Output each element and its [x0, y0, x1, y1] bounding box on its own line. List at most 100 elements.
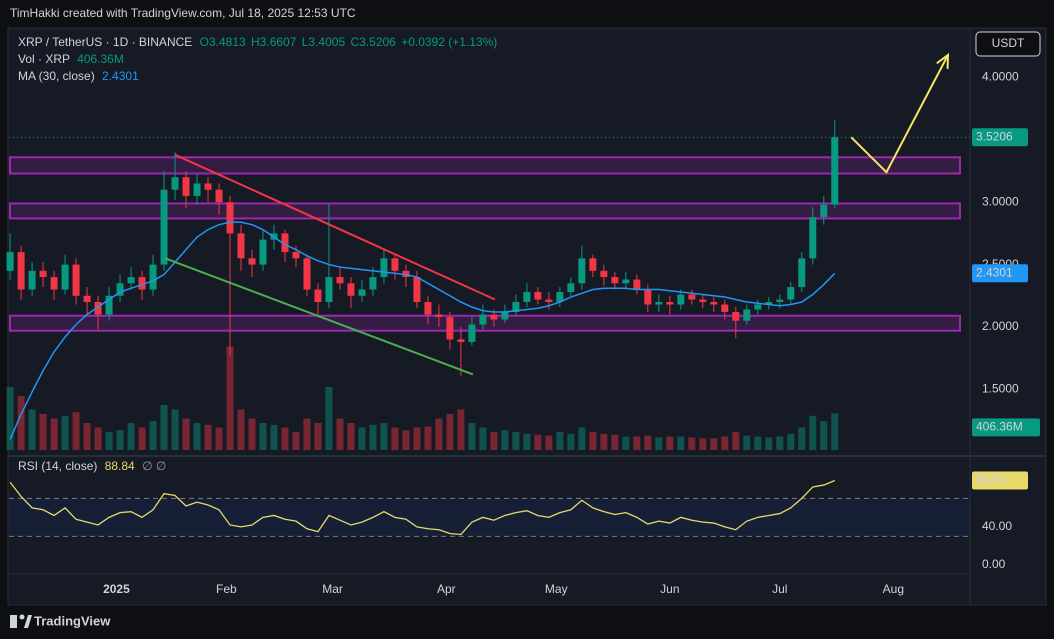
volume-bar [369, 424, 377, 450]
rsi-band [9, 498, 970, 537]
trendline [164, 257, 474, 376]
volume-bar [446, 414, 454, 450]
low-value: L3.4005 [302, 35, 346, 49]
volume-bar [215, 427, 223, 450]
axis-tag [972, 264, 1028, 283]
volume-value: 406.36M [77, 52, 124, 66]
volume-bar [402, 430, 410, 450]
x-tick-label: 2025 [103, 582, 130, 596]
volume-bar [809, 415, 817, 450]
volume-bar [490, 432, 498, 450]
high-value: H3.6607 [251, 35, 297, 49]
volume-bar [677, 436, 685, 450]
candle-body [545, 299, 553, 303]
volume-bar [765, 437, 773, 450]
brand-logo [10, 614, 32, 628]
candle-body [732, 312, 740, 321]
candle-body [490, 314, 498, 320]
candle-body [435, 314, 443, 317]
volume-bar [270, 424, 278, 450]
volume-bar [17, 396, 25, 450]
volume-bar [83, 423, 91, 450]
rsi-tick-label: 40.00 [982, 519, 1012, 533]
axis-tag-label: 3.5206 [976, 129, 1013, 143]
volume-bar [655, 437, 663, 450]
candle-body [28, 270, 36, 290]
volume-bar [424, 426, 432, 450]
close-value: C3.5206 [350, 35, 396, 49]
candle-body [182, 177, 190, 196]
volume-bar [61, 415, 69, 450]
candle-body [721, 304, 729, 313]
axis-tag [972, 471, 1028, 490]
candle-body [292, 252, 300, 259]
volume-bar [303, 418, 311, 450]
volume-bar [226, 346, 234, 450]
y-tick-label: 1.5000 [982, 382, 1019, 396]
candle-body [754, 304, 762, 310]
rsi-line [9, 479, 836, 536]
candle-body [743, 309, 751, 321]
x-tick-label: Jun [660, 582, 679, 596]
volume-bar [105, 432, 113, 450]
symbol: XRP / TetherUS · 1D · BINANCE [18, 35, 192, 49]
volume-bar [457, 409, 465, 450]
axis-tag-label: 2.4301 [976, 265, 1013, 279]
volume-bar [413, 427, 421, 450]
volume-bar [6, 387, 14, 450]
volume-bar [556, 432, 564, 450]
candle-body [479, 314, 487, 325]
rsi-value: 88.84 [105, 459, 135, 473]
candle-body [677, 294, 685, 305]
candle-body [281, 233, 289, 253]
candle-body [424, 302, 432, 315]
candle-body [83, 295, 91, 303]
candle-body [534, 292, 542, 300]
candle-body [347, 283, 355, 296]
volume-name: Vol · XRP [18, 52, 70, 66]
candle-body [325, 277, 333, 303]
volume-bar [468, 423, 476, 450]
ma-line [9, 221, 836, 440]
y-tick-label: 4.0000 [982, 70, 1019, 84]
candle-body [831, 137, 839, 205]
candle-body [160, 189, 168, 265]
currency-label[interactable]: USDT [992, 36, 1025, 50]
axis-tag [972, 418, 1040, 437]
candle-body [666, 302, 674, 305]
candle-body [787, 287, 795, 300]
candle-body [380, 258, 388, 278]
x-tick-label: Mar [322, 582, 343, 596]
volume-bar [820, 421, 828, 450]
volume-bar [633, 436, 641, 450]
volume-bar [39, 414, 47, 450]
candle-body [369, 277, 377, 290]
candle-body [204, 183, 212, 190]
volume-bar [699, 438, 707, 450]
volume-bar [325, 387, 333, 450]
volume-bar [710, 438, 718, 450]
x-tick-label: Jul [772, 582, 787, 596]
candle-body [589, 258, 597, 271]
volume-bar [776, 436, 784, 450]
zone [9, 202, 961, 220]
volume-bar [578, 427, 586, 450]
volume-bar [314, 423, 322, 450]
volume-bar [380, 423, 388, 450]
candle-body [633, 279, 641, 290]
candle-body [336, 277, 344, 284]
candle-body [413, 277, 421, 303]
candle-body [237, 233, 245, 259]
legend-volume: Vol · XRP 406.36M [18, 52, 124, 66]
volume-bar [336, 418, 344, 450]
candle-body [105, 295, 113, 315]
candle-body [193, 183, 201, 196]
candle-body [699, 299, 707, 303]
currency-button[interactable] [975, 31, 1041, 57]
candle-body [776, 299, 784, 303]
volume-bar [754, 436, 762, 450]
candle-body [710, 302, 718, 305]
volume-bar [622, 436, 630, 450]
candle-body [39, 270, 47, 278]
